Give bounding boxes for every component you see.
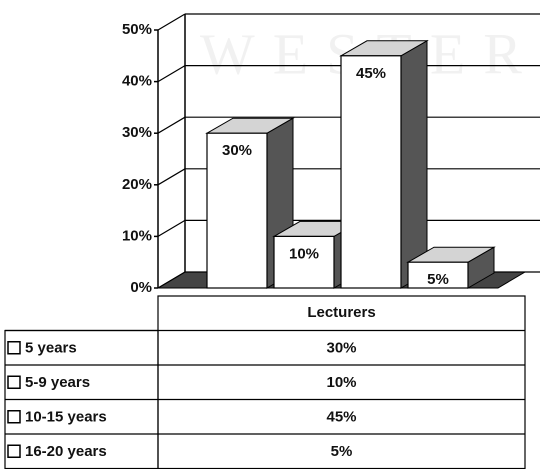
table-value: 5% [331,443,353,460]
data-label: 10% [289,245,319,262]
table-header: Lecturers [307,304,375,321]
grid-connector [157,271,186,289]
grid-connector [157,116,186,134]
legend-label: 5 years [25,340,77,357]
legend-key [7,341,21,355]
bar [273,235,335,289]
y-tick-label: 50% [122,21,152,38]
grid-connector [157,13,186,31]
table-value: 10% [326,374,356,391]
data-label: 45% [356,65,386,82]
table-value: 30% [326,340,356,357]
bar [206,132,268,289]
legend-label: 16-20 years [25,443,107,460]
y-tick-label: 40% [122,73,152,90]
legend-key [7,375,21,389]
legend-key [7,444,21,458]
bar [407,261,469,289]
grid-connector [157,65,186,83]
legend-key [7,410,21,424]
bar [340,55,402,289]
grid-connector [157,219,186,237]
y-tick-label: 10% [122,227,152,244]
table-value: 45% [326,409,356,426]
legend-label: 5-9 years [25,374,90,391]
legend-label: 10-15 years [25,409,107,426]
y-tick-label: 30% [122,124,152,141]
y-tick-label: 20% [122,176,152,193]
grid-connector [157,168,186,186]
bar-side [400,39,428,289]
data-label: 30% [222,142,252,159]
y-tick-label: 0% [130,279,152,296]
data-label: 5% [427,271,449,288]
